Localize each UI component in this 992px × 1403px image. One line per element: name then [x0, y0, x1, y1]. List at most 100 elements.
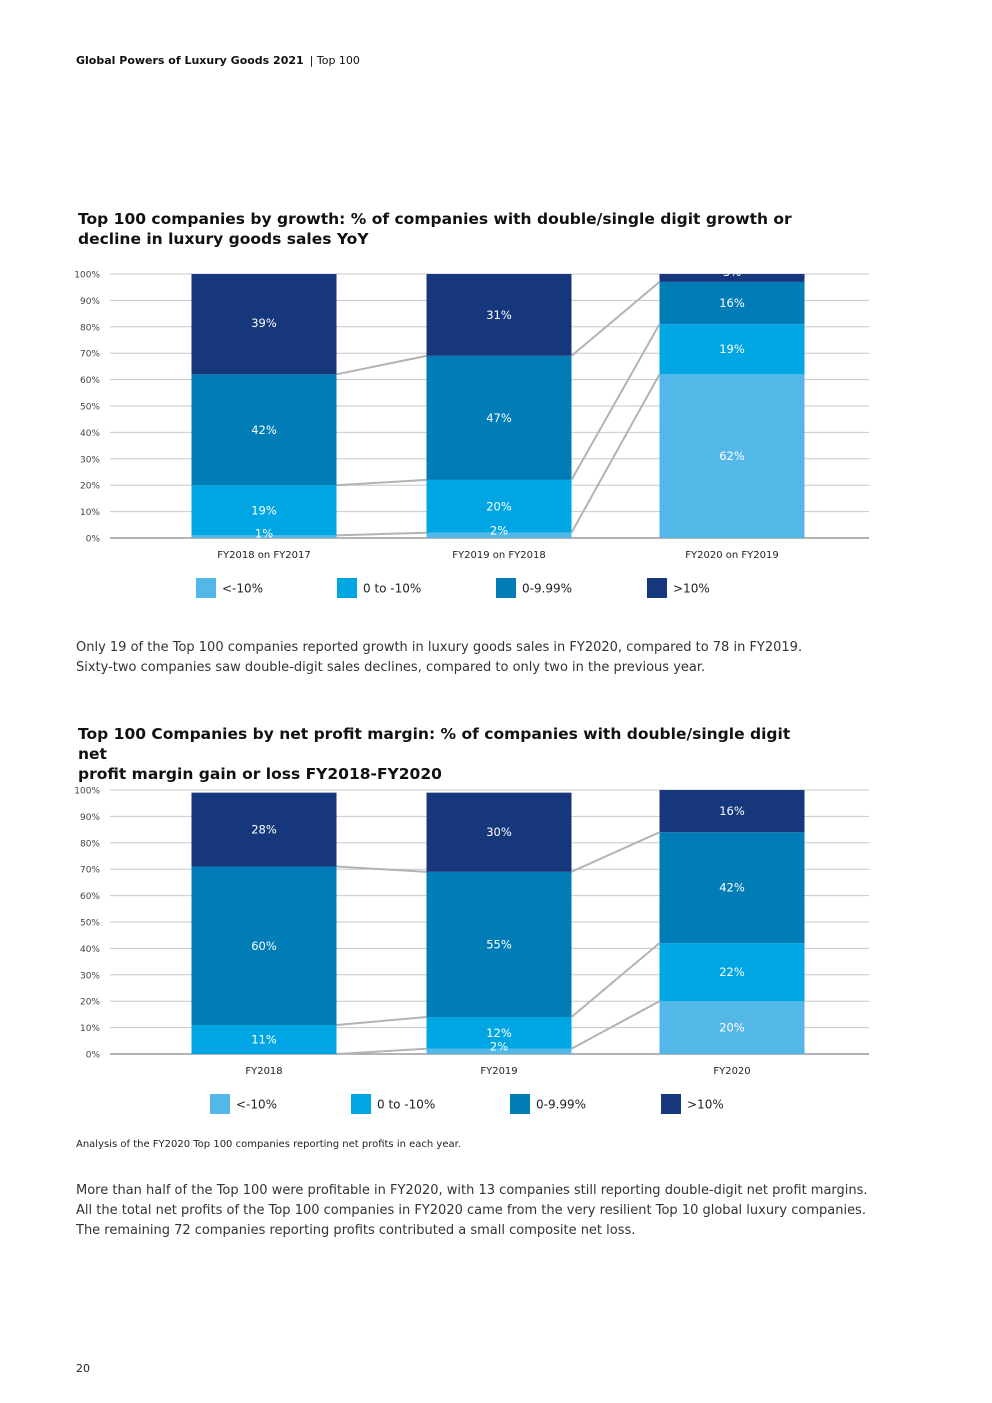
section-label: | Top 100: [309, 54, 360, 67]
growth-data-label: 20%: [486, 499, 512, 513]
growth-summary-line1: Only 19 of the Top 100 companies reporte…: [76, 640, 803, 655]
growth-data-label: 31%: [486, 308, 512, 322]
margin-bar-segment: [426, 1048, 572, 1054]
margin-legend-swatch: [210, 1094, 230, 1114]
growth-data-label: 42%: [251, 423, 277, 437]
margin-connector-line: [571, 1000, 660, 1050]
growth-connector-line: [336, 354, 427, 376]
growth-category-label: FY2019 on FY2018: [452, 550, 545, 561]
growth-data-label: 39%: [251, 316, 277, 330]
margin-chart-title-line2: profit margin gain or loss FY2018-FY2020: [78, 765, 442, 783]
margin-category-label: FY2018: [245, 1066, 282, 1077]
margin-bar-segment: [191, 866, 337, 1025]
margin-data-label: 16%: [719, 804, 745, 818]
growth-connector-line: [336, 531, 427, 537]
growth-bar-segment: [191, 485, 337, 536]
margin-bar-segment: [191, 1024, 337, 1054]
growth-data-label: 1%: [255, 526, 273, 540]
growth-bar-segment: [191, 535, 337, 538]
margin-chart-title: Top 100 Companies by net profit margin: …: [78, 724, 818, 784]
growth-data-label: 16%: [719, 296, 745, 310]
margin-data-label: 60%: [251, 939, 277, 953]
growth-chart-title-line2: decline in luxury goods sales YoY: [78, 230, 369, 248]
margin-bar-segment: [426, 871, 572, 1018]
growth-y-tick-label: 0%: [86, 535, 101, 545]
margin-bar-segment: [426, 792, 572, 872]
growth-data-label: 19%: [719, 342, 745, 356]
margin-category-label: FY2020: [713, 1066, 750, 1077]
growth-y-tick-label: 50%: [80, 403, 100, 413]
margin-data-label: 2%: [490, 1040, 508, 1054]
growth-bar-segment: [426, 274, 572, 356]
margin-connector-line: [570, 942, 661, 1018]
page-header: Global Powers of Luxury Goods 2021 | Top …: [76, 54, 360, 67]
margin-summary-line2: All the total net profits of the Top 100…: [76, 1203, 866, 1218]
margin-legend-label: 0-9.99%: [536, 1098, 586, 1112]
margin-data-label: 42%: [719, 881, 745, 895]
growth-chart-title: Top 100 companies by growth: % of compan…: [78, 209, 818, 249]
margin-bar-segment: [659, 1001, 805, 1054]
margin-legend-label: >10%: [687, 1098, 724, 1112]
growth-y-tick-label: 60%: [80, 376, 100, 386]
margin-legend-swatch: [351, 1094, 371, 1114]
growth-y-tick-label: 10%: [80, 508, 100, 518]
margin-data-label: 22%: [719, 965, 745, 979]
growth-bar-segment: [426, 532, 572, 538]
growth-category-label: FY2020 on FY2019: [685, 550, 778, 561]
margin-connector-line: [571, 831, 660, 873]
growth-bar-segment: [191, 374, 337, 486]
growth-legend-label: 0-9.99%: [522, 582, 572, 596]
growth-chart-title-line1: Top 100 companies by growth: % of compan…: [78, 210, 792, 228]
margin-summary-line3: The remaining 72 companies reporting pro…: [76, 1223, 636, 1238]
margin-y-tick-label: 30%: [80, 971, 100, 981]
margin-legend-label: 0 to -10%: [377, 1098, 435, 1112]
margin-y-tick-label: 90%: [80, 813, 100, 823]
growth-connector-line: [336, 478, 427, 487]
margin-data-label: 12%: [486, 1026, 512, 1040]
growth-bar-segment: [659, 374, 805, 538]
margin-y-tick-label: 60%: [80, 892, 100, 902]
growth-category-label: FY2018 on FY2017: [217, 550, 310, 561]
growth-legend-swatch: [196, 578, 216, 598]
report-title: Global Powers of Luxury Goods 2021: [76, 54, 304, 67]
growth-bar-segment: [191, 274, 337, 375]
margin-y-tick-label: 20%: [80, 998, 100, 1008]
growth-bar-segment: [659, 324, 805, 375]
margin-chart-title-line1: Top 100 Companies by net profit margin: …: [78, 725, 791, 763]
growth-connector-line: [570, 281, 661, 357]
chart-note: Analysis of the FY2020 Top 100 companies…: [76, 1139, 461, 1150]
margin-category-label: FY2019: [480, 1066, 517, 1077]
growth-legend-label: >10%: [673, 582, 710, 596]
margin-data-label: 28%: [251, 823, 277, 837]
margin-legend-swatch: [510, 1094, 530, 1114]
margin-data-label: 30%: [486, 825, 512, 839]
margin-y-tick-label: 50%: [80, 919, 100, 929]
growth-legend-label: 0 to -10%: [363, 582, 421, 596]
growth-legend-swatch: [337, 578, 357, 598]
margin-bar-segment: [659, 832, 805, 944]
page-number: 20: [76, 1362, 90, 1375]
growth-summary-paragraph: Only 19 of the Top 100 companies reporte…: [76, 638, 876, 678]
margin-y-tick-label: 80%: [80, 839, 100, 849]
growth-data-label: 19%: [251, 503, 277, 517]
margin-data-label: 11%: [251, 1032, 277, 1046]
margin-bar-segment: [659, 790, 805, 833]
margin-legend-swatch: [661, 1094, 681, 1114]
growth-data-label: 3%: [723, 265, 741, 279]
growth-legend-label: <-10%: [222, 582, 263, 596]
growth-y-tick-label: 100%: [74, 271, 100, 281]
margin-connector-line: [336, 1016, 427, 1026]
growth-connector-line: [570, 373, 661, 534]
margin-chart: 0% 10% 20% 30% 40% 50% 60% 70% 80% 90% 100% 11% 60% 2…: [74, 787, 869, 1114]
growth-y-tick-label: 20%: [80, 482, 100, 492]
growth-chart: 0% 10% 20% 30% 40% 50% 60% 70% 80% 90% 100% 1% 19% 42…: [74, 265, 869, 598]
margin-y-tick-label: 70%: [80, 866, 100, 876]
growth-bar-segment: [426, 479, 572, 533]
growth-y-tick-label: 70%: [80, 350, 100, 360]
margin-data-label: 55%: [486, 937, 512, 951]
growth-y-tick-label: 30%: [80, 455, 100, 465]
margin-y-tick-label: 100%: [74, 787, 100, 797]
margin-y-tick-label: 0%: [86, 1051, 101, 1061]
growth-y-tick-label: 80%: [80, 323, 100, 333]
growth-summary-line2: Sixty-two companies saw double-digit sal…: [76, 660, 706, 675]
